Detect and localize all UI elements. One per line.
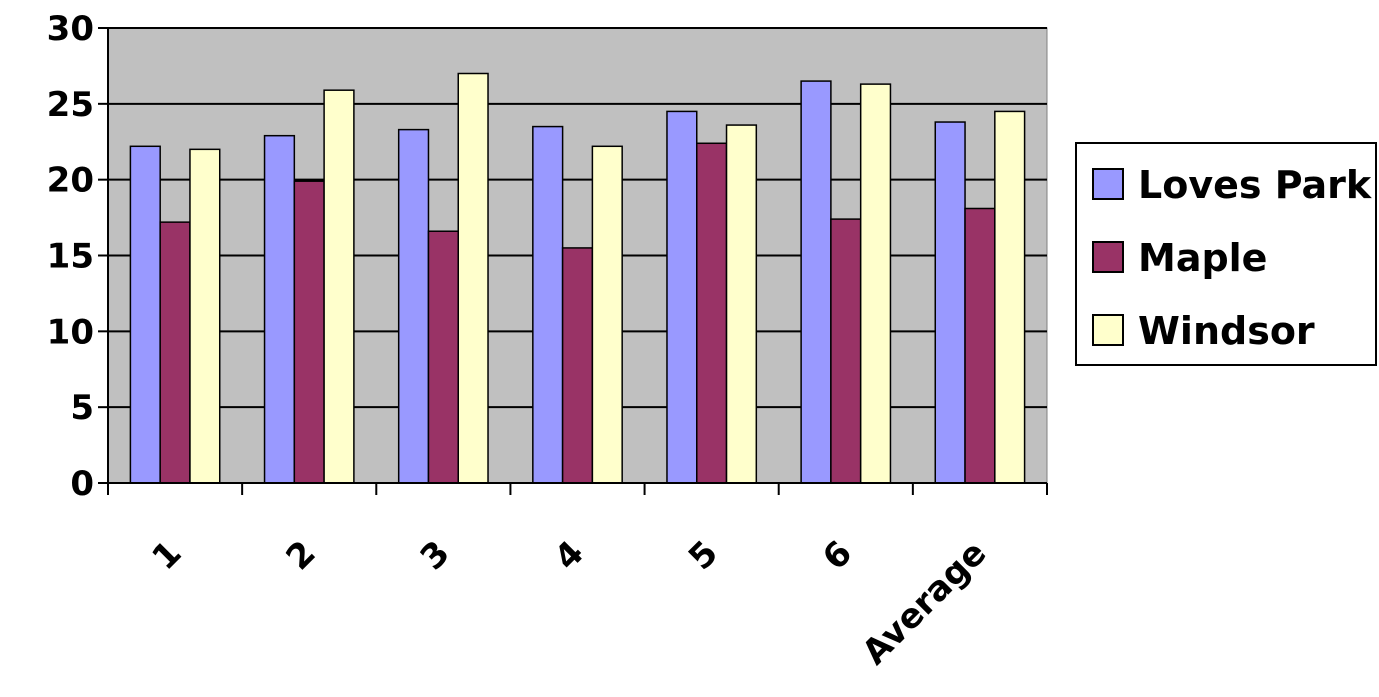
legend-label: Windsor bbox=[1138, 309, 1315, 353]
bar-maple bbox=[427, 230, 459, 484]
bar-windsor bbox=[994, 110, 1026, 484]
y-tick-label: 15 bbox=[47, 237, 94, 277]
bar-windsor bbox=[591, 145, 623, 484]
x-tick-label: Average bbox=[855, 533, 995, 673]
axes bbox=[98, 27, 1048, 495]
legend-swatch bbox=[1092, 168, 1124, 200]
legend-label: Maple bbox=[1138, 236, 1267, 280]
bar-windsor bbox=[189, 148, 221, 484]
legend-label: Loves Park bbox=[1138, 163, 1372, 207]
y-tick-label: 0 bbox=[70, 464, 94, 504]
bar-loves-park bbox=[397, 128, 430, 484]
legend-swatch bbox=[1092, 241, 1124, 273]
bar-loves-park bbox=[532, 125, 564, 484]
bar-maple bbox=[696, 142, 728, 484]
legend: Loves Park Maple Windsor bbox=[1075, 142, 1377, 366]
bars bbox=[129, 72, 1026, 484]
x-tick-label: 3 bbox=[413, 533, 458, 578]
bar-maple bbox=[830, 218, 862, 484]
x-tick-label: 5 bbox=[681, 533, 726, 578]
y-tick-label: 30 bbox=[47, 9, 94, 49]
bar-windsor bbox=[457, 72, 489, 484]
legend-swatch bbox=[1092, 314, 1124, 346]
y-tick-label: 25 bbox=[47, 85, 94, 125]
x-tick-label: 4 bbox=[547, 533, 592, 578]
bar-windsor bbox=[859, 83, 892, 484]
y-axis-tick-labels: 0 5 10 15 20 25 30 bbox=[47, 9, 94, 504]
bar-maple bbox=[561, 247, 594, 484]
x-tick-label: 2 bbox=[279, 533, 324, 578]
bar-loves-park bbox=[263, 134, 296, 484]
bar-maple bbox=[964, 207, 996, 484]
x-tick-label: 6 bbox=[815, 533, 860, 578]
legend-box bbox=[1075, 142, 1377, 366]
x-tick-label: 1 bbox=[144, 533, 189, 578]
y-tick-label: 10 bbox=[47, 312, 94, 352]
y-tick-label: 5 bbox=[70, 388, 94, 428]
bar-maple bbox=[159, 221, 191, 484]
y-tick-label: 20 bbox=[47, 161, 94, 201]
bar-windsor bbox=[323, 89, 355, 484]
bar-maple bbox=[293, 180, 325, 484]
bar-windsor bbox=[725, 124, 758, 484]
bar-loves-park bbox=[666, 110, 698, 484]
bar-loves-park bbox=[934, 121, 966, 484]
bar-loves-park bbox=[129, 145, 161, 484]
bar-loves-park bbox=[800, 80, 832, 484]
